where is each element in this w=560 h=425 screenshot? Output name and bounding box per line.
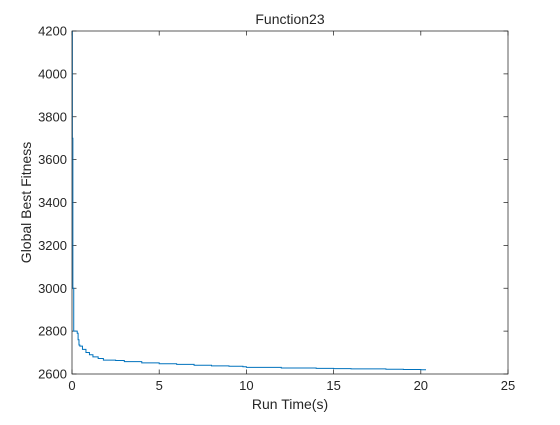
y-tick-label: 2800 <box>38 324 67 339</box>
y-tick-label: 4000 <box>38 66 67 81</box>
y-tick-label: 2600 <box>38 367 67 382</box>
y-tick-label: 3000 <box>38 281 67 296</box>
x-axis-label: Run Time(s) <box>252 396 328 412</box>
x-tick-label: 25 <box>501 378 515 393</box>
y-tick-label: 3600 <box>38 152 67 167</box>
x-axis-ticks: 0 5 10 15 20 25 <box>68 31 515 393</box>
x-tick-label: 5 <box>156 378 163 393</box>
y-tick-label: 3400 <box>38 195 67 210</box>
y-tick-label: 3800 <box>38 109 67 124</box>
plot-box <box>71 30 509 375</box>
x-tick-label: 20 <box>414 378 428 393</box>
x-tick-label: 0 <box>68 378 75 393</box>
series-layer <box>71 30 427 371</box>
x-tick-label: 10 <box>239 378 253 393</box>
y-axis-label: Global Best Fitness <box>18 142 34 263</box>
y-axis-ticks: 2600 2800 3000 3200 3400 3600 3800 4000 4200 <box>38 24 508 382</box>
chart-title: Function23 <box>255 11 324 27</box>
y-tick-label: 3200 <box>38 238 67 253</box>
plot-background <box>72 31 508 374</box>
series-line <box>71 30 427 371</box>
x-tick-label: 15 <box>326 378 340 393</box>
y-tick-label: 4200 <box>38 24 67 39</box>
